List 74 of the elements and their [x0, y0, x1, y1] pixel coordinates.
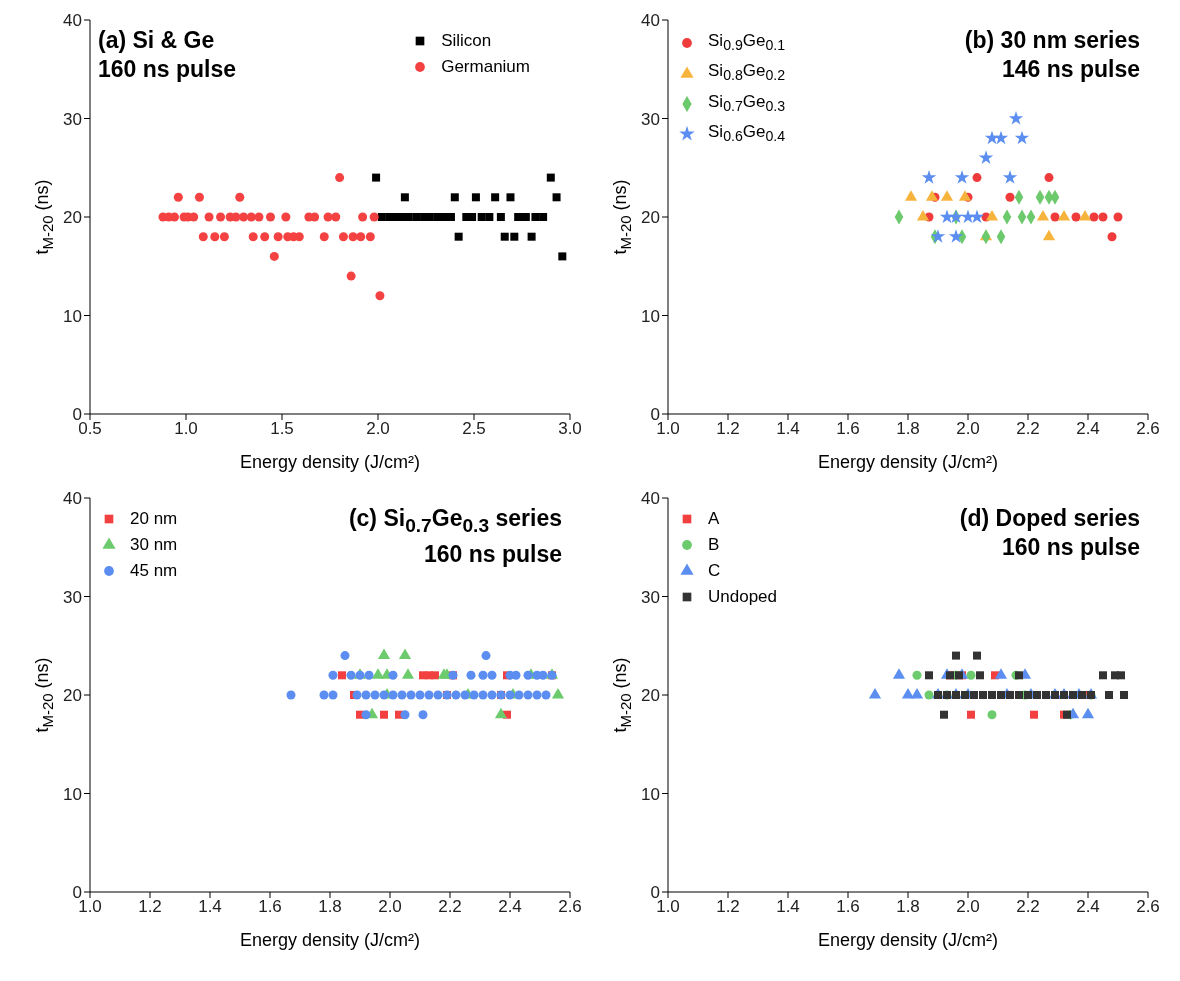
text: 160 ns pulse	[423, 540, 562, 567]
y-tick-label: 10	[641, 784, 660, 804]
x-tick-label: 2.6	[558, 897, 582, 917]
x-tick-label: 3.0	[558, 419, 582, 439]
y-tick-label: 30	[63, 587, 82, 607]
y-tick-label: 40	[641, 489, 660, 509]
legend-label: Undoped	[708, 586, 778, 608]
y-tick-label: 20	[641, 686, 660, 706]
x-tick-label: 2.5	[462, 419, 486, 439]
x-axis-title: Energy density (J/cm²)	[817, 452, 999, 472]
legend-label: C	[708, 560, 721, 582]
x-tick-label: 2.6	[1136, 419, 1160, 439]
x-tick-label: 1.6	[836, 897, 860, 917]
chart-title: (c) Si$_{0.7}$Ge$_{0.3}$ series	[348, 505, 562, 536]
x-axis-title: Energy density (J/cm²)	[817, 930, 999, 950]
x-tick-label: 1.8	[318, 897, 342, 917]
y-tick-label: 40	[63, 11, 82, 31]
legend-label: Si$_{0.7}$Ge$_{0.3}$	[708, 90, 786, 117]
x-tick-label: 2.0	[366, 419, 390, 439]
x-tick-label: 1.5	[270, 419, 294, 439]
y-tick-label: 10	[63, 306, 82, 326]
legend-label: 45 nm	[130, 560, 178, 582]
legend-label: B	[708, 534, 720, 556]
y-tick-label: 30	[641, 587, 660, 607]
y-tick-label: 10	[641, 306, 660, 326]
x-tick-label: 2.0	[378, 897, 402, 917]
x-tick-label: 2.4	[498, 897, 522, 917]
x-tick-label: 1.2	[716, 419, 740, 439]
x-tick-label: 2.4	[1076, 419, 1100, 439]
y-tick-label: 30	[641, 109, 660, 129]
y-tick-label: 20	[63, 686, 82, 706]
x-tick-label: 1.4	[776, 419, 800, 439]
legend-label: 30 nm	[130, 534, 178, 556]
legend-label: Si$_{0.8}$Ge$_{0.2}$	[708, 60, 786, 86]
x-tick-label: 2.4	[1076, 897, 1100, 917]
text: 160 ns pulse	[98, 56, 237, 82]
x-tick-label: 1.8	[896, 419, 920, 439]
x-axis-title: Energy density (J/cm²)	[239, 930, 421, 950]
legend-label: A	[708, 508, 720, 530]
y-tick-label: 10	[63, 784, 82, 804]
x-tick-label: 1.0	[78, 897, 102, 917]
x-axis-title: Energy density (J/cm²)	[239, 452, 421, 472]
y-tick-label: 20	[63, 208, 82, 228]
chart-title: (b) 30 nm series	[964, 27, 1140, 53]
x-tick-label: 1.0	[656, 897, 680, 917]
x-tick-label: 1.8	[896, 897, 920, 917]
x-tick-label: 2.2	[1016, 897, 1040, 917]
legend-label: 20 nm	[130, 508, 178, 530]
legend-label: Si$_{0.6}$Ge$_{0.4}$	[708, 121, 786, 147]
chart-title: (a) Si & Ge	[98, 27, 215, 53]
x-tick-label: 1.6	[836, 419, 860, 439]
y-tick-label: 40	[641, 11, 660, 31]
x-tick-label: 1.0	[656, 419, 680, 439]
x-tick-label: 1.6	[258, 897, 282, 917]
chart-title: (d) Doped series	[959, 505, 1140, 531]
x-tick-label: 1.0	[174, 419, 198, 439]
x-tick-label: 2.6	[1136, 897, 1160, 917]
x-tick-label: 0.5	[78, 419, 102, 439]
legend-label: Silicon	[441, 30, 492, 52]
x-tick-label: 1.2	[138, 897, 162, 917]
legend-label: Si$_{0.9}$Ge$_{0.1}$	[708, 30, 786, 56]
y-tick-label: 40	[63, 489, 82, 509]
x-tick-label: 1.2	[716, 897, 740, 917]
x-tick-label: 2.0	[956, 419, 980, 439]
text: 160 ns pulse	[1001, 534, 1140, 560]
x-tick-label: 2.0	[956, 897, 980, 917]
x-tick-label: 1.4	[776, 897, 800, 917]
x-tick-label: 1.4	[198, 897, 222, 917]
y-tick-label: 20	[641, 208, 660, 228]
x-tick-label: 2.2	[438, 897, 462, 917]
x-tick-label: 2.2	[1016, 419, 1040, 439]
legend-label: Germanium	[441, 56, 530, 78]
text: 146 ns pulse	[1001, 56, 1140, 82]
y-tick-label: 30	[63, 109, 82, 129]
